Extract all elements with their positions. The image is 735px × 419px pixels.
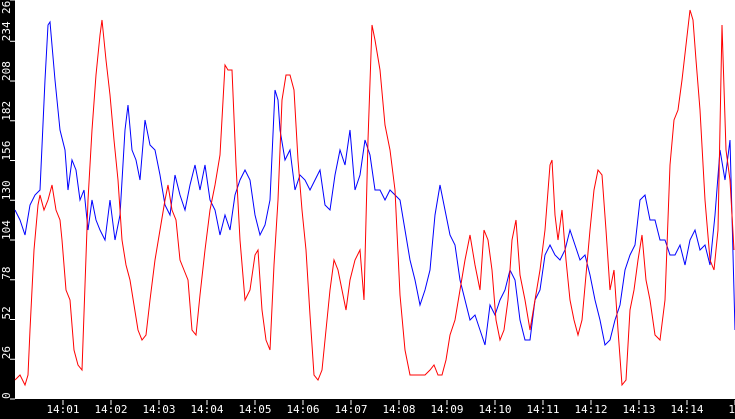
y-tick-label: 26 (0, 346, 13, 359)
y-tick-label: 52 (0, 306, 13, 319)
x-tick-label: 14:13 (622, 403, 655, 415)
x-tick-label: 14:08 (382, 403, 415, 415)
x-tick-label: 14:02 (94, 403, 127, 415)
x-tick-label: 14:04 (190, 403, 223, 415)
y-tick-label: 234 (0, 21, 13, 41)
y-tick-label: 182 (0, 101, 13, 121)
series-line-blue (14, 20, 735, 347)
series-layer (14, 9, 735, 387)
y-tick-label: 208 (0, 61, 13, 81)
series-line-red (14, 9, 735, 387)
y-tick-label: 261 (0, 0, 13, 14)
x-tick-label: 14:07 (334, 403, 367, 415)
y-tick-label: 104 (0, 220, 13, 240)
x-tick-label: 14:06 (286, 403, 319, 415)
x-tick-label: 14:03 (142, 403, 175, 415)
x-tick-label: 14:11 (526, 403, 559, 415)
y-tick-label: 156 (0, 141, 13, 161)
x-tick-label: 14:05 (238, 403, 271, 415)
y-tick-label: 130 (0, 180, 13, 200)
y-tick-label: 0 (0, 392, 13, 399)
x-tick-label: 14:01 (46, 403, 79, 415)
x-tick-label: 14:12 (574, 403, 607, 415)
x-tick-label: 14:09 (430, 403, 463, 415)
y-tick-label: 78 (0, 267, 13, 280)
x-axis: 14:01 14:02 14:03 14:04 14:05 14:06 14:07 14:08… (46, 400, 735, 416)
plot-area (15, 0, 735, 399)
y-axis: 0 26 52 78 104 130 156 182 208 234 261 (0, 0, 15, 400)
x-tick-label: 14:14 (670, 403, 703, 415)
x-tick-label: 14 (728, 403, 735, 415)
x-tick-label: 14:10 (478, 403, 511, 415)
